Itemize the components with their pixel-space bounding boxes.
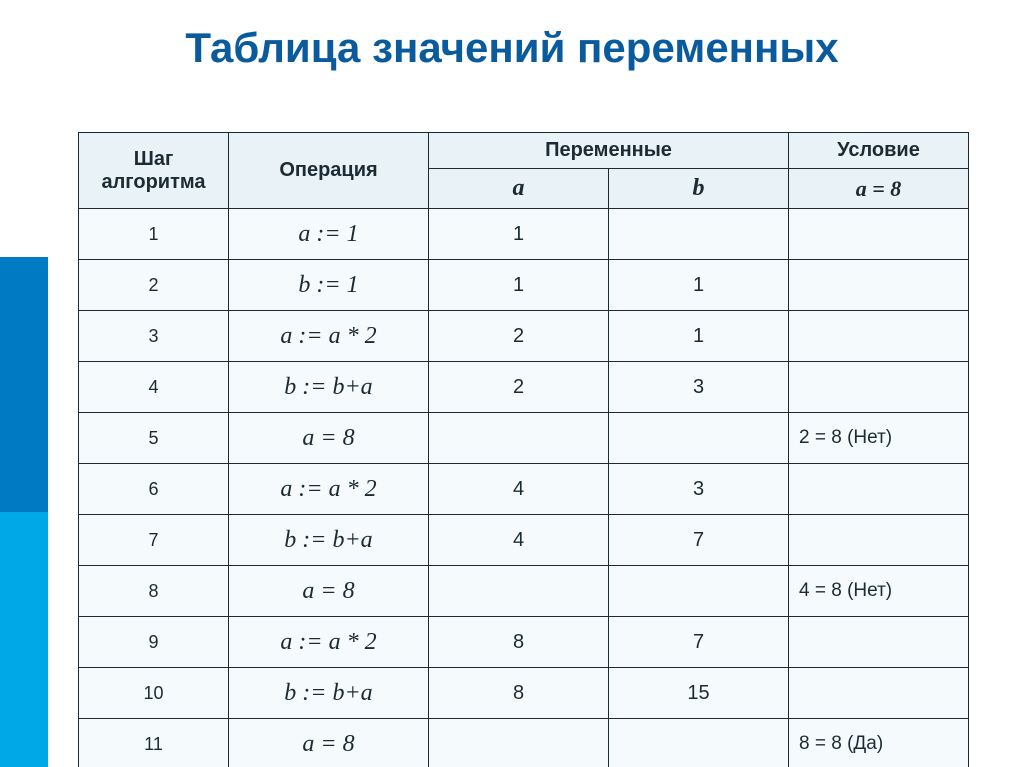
cell-step: 4 [79,362,229,413]
cell-step: 1 [79,209,229,260]
col-condition: Условие [789,133,969,169]
col-variables: Переменные [429,133,789,169]
cell-var-b: 1 [609,260,789,311]
variable-trace-table: Шаг алгоритма Операция Переменные Услови… [78,132,969,767]
cell-condition [789,515,969,566]
cell-condition [789,362,969,413]
cell-var-b [609,566,789,617]
cell-step: 7 [79,515,229,566]
cell-condition: 4 = 8 (Нет) [789,566,969,617]
sidebar-segment-dark [0,257,48,512]
table-row: 2b := 111 [79,260,969,311]
cell-operation: a = 8 [229,566,429,617]
cell-var-b: 15 [609,668,789,719]
cell-step: 5 [79,413,229,464]
cell-step: 9 [79,617,229,668]
cell-condition [789,668,969,719]
cell-var-a [429,566,609,617]
cell-var-a [429,719,609,767]
cell-var-b [609,209,789,260]
cell-var-b: 7 [609,617,789,668]
cell-var-a: 4 [429,464,609,515]
cell-condition [789,464,969,515]
cell-var-b [609,413,789,464]
col-cond-sub: a = 8 [789,169,969,209]
cell-var-b: 7 [609,515,789,566]
cell-step: 11 [79,719,229,767]
table-row: 8a = 8 4 = 8 (Нет) [79,566,969,617]
cell-operation: a := a * 2 [229,617,429,668]
cell-var-a: 8 [429,617,609,668]
cell-var-b: 1 [609,311,789,362]
cell-operation: a = 8 [229,413,429,464]
cell-operation: b := b+a [229,668,429,719]
table-header-row-1: Шаг алгоритма Операция Переменные Услови… [79,133,969,169]
table-row: 7b := b+a47 [79,515,969,566]
cell-var-a: 8 [429,668,609,719]
cell-condition [789,617,969,668]
cell-operation: a = 8 [229,719,429,767]
cell-operation: a := 1 [229,209,429,260]
table-row: 5a = 8 2 = 8 (Нет) [79,413,969,464]
cell-var-a: 2 [429,311,609,362]
cell-var-a: 4 [429,515,609,566]
table-row: 1a := 11 [79,209,969,260]
cell-operation: b := b+a [229,515,429,566]
cell-var-a [429,413,609,464]
cell-step: 8 [79,566,229,617]
col-operation: Операция [229,133,429,209]
col-var-b: b [609,169,789,209]
table-row: 9a := a * 287 [79,617,969,668]
table-row: 11a = 8 8 = 8 (Да) [79,719,969,767]
cell-operation: a := a * 2 [229,311,429,362]
cell-step: 6 [79,464,229,515]
table-row: 6a := a * 243 [79,464,969,515]
table-row: 4b := b+a23 [79,362,969,413]
table-row: 3a := a * 221 [79,311,969,362]
cell-step: 2 [79,260,229,311]
cell-var-b [609,719,789,767]
page-title: Таблица значений переменных [0,24,1024,72]
trace-table: Шаг алгоритма Операция Переменные Услови… [78,132,968,767]
col-var-a: a [429,169,609,209]
decorative-sidebar [0,257,48,767]
cell-condition [789,311,969,362]
cell-var-a: 1 [429,209,609,260]
table-body: 1a := 112b := 1113a := a * 2214b := b+a2… [79,209,969,767]
cell-operation: a := a * 2 [229,464,429,515]
cell-step: 3 [79,311,229,362]
cell-condition [789,260,969,311]
cell-var-a: 1 [429,260,609,311]
table-row: 10b := b+a815 [79,668,969,719]
sidebar-segment-light [0,512,48,767]
cell-operation: b := 1 [229,260,429,311]
cell-var-a: 2 [429,362,609,413]
cell-condition [789,209,969,260]
cell-condition: 8 = 8 (Да) [789,719,969,767]
col-step: Шаг алгоритма [79,133,229,209]
cell-var-b: 3 [609,464,789,515]
cell-operation: b := b+a [229,362,429,413]
cell-step: 10 [79,668,229,719]
cell-condition: 2 = 8 (Нет) [789,413,969,464]
cell-var-b: 3 [609,362,789,413]
